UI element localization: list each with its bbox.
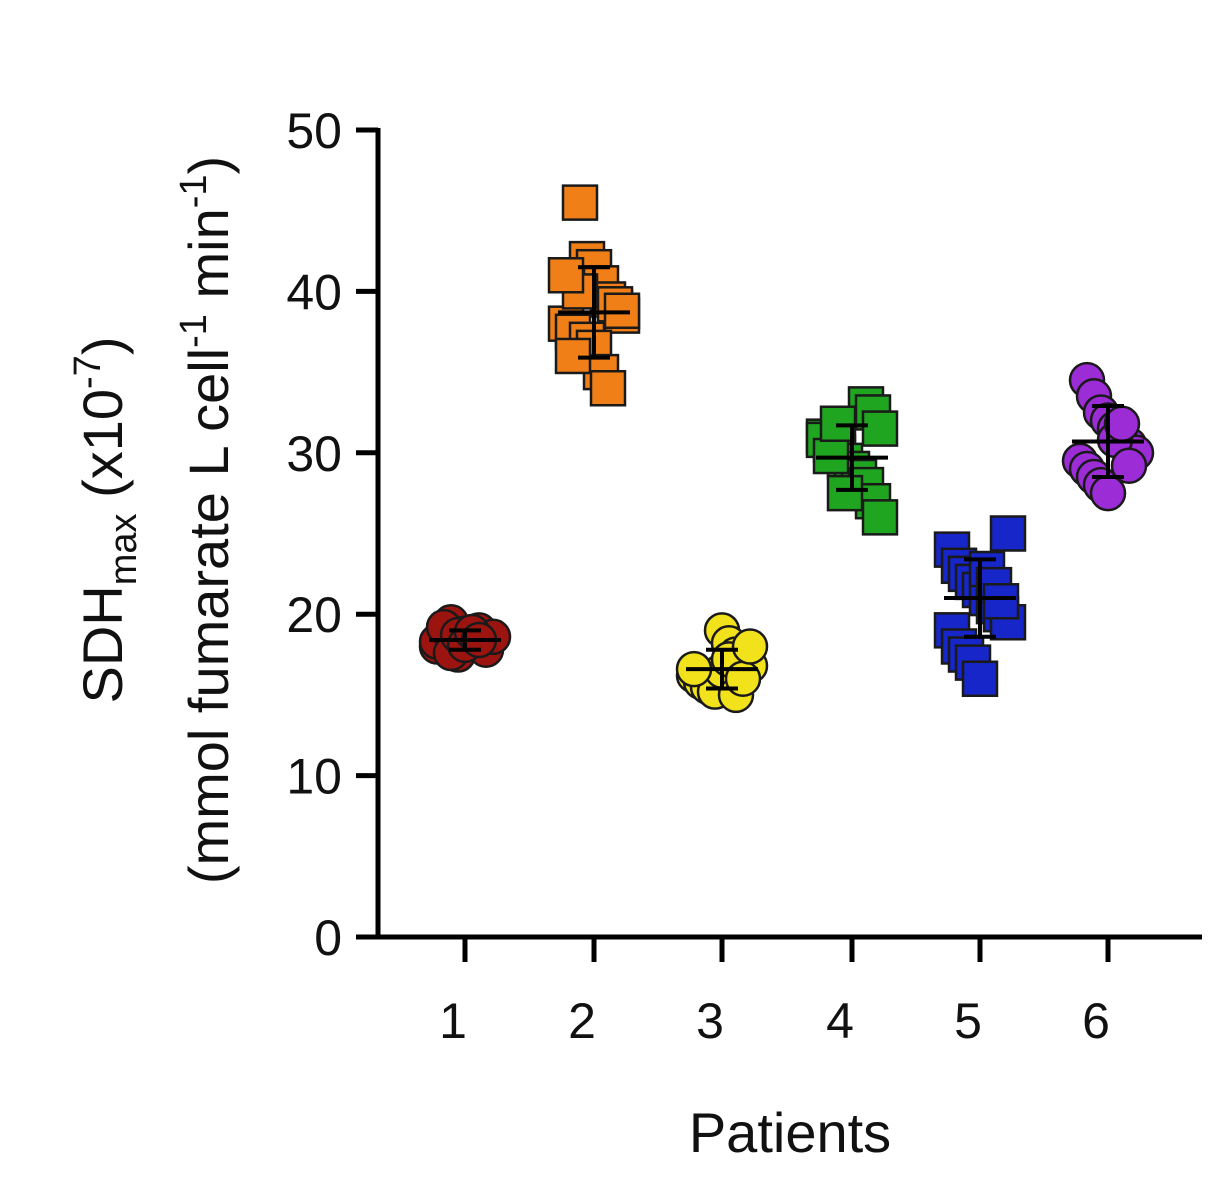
y-axis-title-line1: SDHmax (x10-7) [67, 337, 145, 704]
x-tick-label-1: 1 [439, 993, 467, 1049]
x-tick-label-5: 5 [954, 993, 982, 1049]
x-tick-label-2: 2 [568, 993, 596, 1049]
series-patient-5 [933, 515, 1027, 698]
ticks: 0 10 20 30 40 50 1 2 3 4 5 6 [286, 103, 1111, 1049]
data-point [1110, 447, 1148, 484]
axes [375, 128, 1202, 940]
y-axis-title-line2: (mmol fumarate L cell-1 min-1) [173, 156, 240, 884]
series-patient-2 [547, 184, 641, 407]
x-axis-title: Patients [689, 1101, 891, 1164]
y-title-sup: -7 [67, 355, 109, 389]
x-tick-label-6: 6 [1082, 993, 1110, 1049]
y-title-main: SDH [71, 585, 134, 703]
data-point [561, 184, 599, 221]
y-units-sup1: -1 [173, 314, 215, 348]
x-tick-label-4: 4 [826, 993, 854, 1049]
y-tick-label-30: 30 [286, 426, 342, 482]
y-units-sup2: -1 [173, 174, 215, 208]
y-tick-label-20: 20 [286, 587, 342, 643]
data-point [861, 410, 899, 447]
data-point [589, 369, 627, 407]
y-title-sub: max [103, 513, 145, 585]
data-point [961, 660, 999, 698]
series-patient-6 [1061, 361, 1155, 512]
data-point [724, 660, 762, 698]
y-units-a: (mmol fumarate L cell [177, 348, 240, 884]
y-tick-label-40: 40 [286, 264, 342, 320]
y-tick-label-10: 10 [286, 749, 342, 805]
y-units-c: ) [177, 156, 240, 175]
data-point [989, 515, 1027, 552]
series-patient-1 [418, 604, 512, 673]
y-title-end: ) [71, 337, 134, 356]
series-patient-3 [675, 612, 769, 714]
plot-area [418, 184, 1155, 714]
data-point [826, 474, 864, 512]
x-tick-label-3: 3 [696, 993, 724, 1049]
y-tick-label-50: 50 [286, 103, 342, 159]
data-point [982, 583, 1020, 620]
y-title-rest: (x10 [71, 389, 134, 514]
y-units-b: min [177, 208, 240, 314]
data-point [547, 257, 585, 294]
data-point [1103, 405, 1141, 442]
series-patient-4 [805, 386, 899, 536]
data-point [861, 499, 899, 536]
y-tick-label-0: 0 [314, 910, 342, 966]
data-point [731, 628, 769, 665]
